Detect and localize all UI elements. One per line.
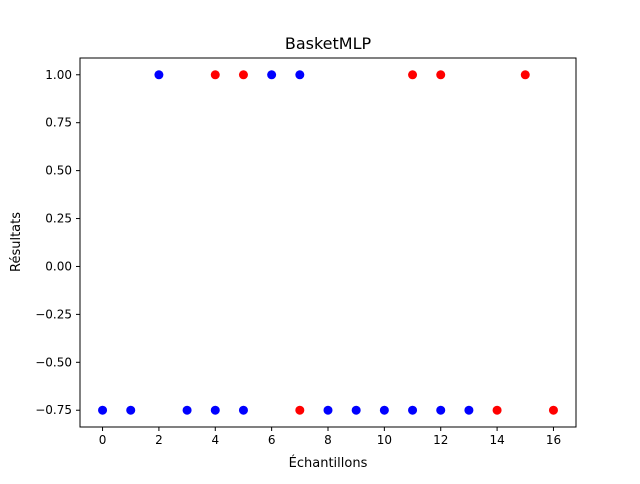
x-tick-label: 8 [324,433,332,447]
x-tick-label: 12 [433,433,448,447]
data-point-blue [267,70,277,80]
y-tick-label: −0.75 [35,403,72,417]
data-point-red [408,70,418,80]
plot-area-frame [79,57,577,428]
y-tick-label: 1.00 [45,68,72,82]
chart-title: BasketMLP [285,34,372,53]
data-point-blue [323,405,333,415]
data-point-blue [210,405,220,415]
data-point-blue [182,405,192,415]
data-point-blue [379,405,389,415]
data-points [98,70,558,415]
data-point-red [210,70,220,80]
data-point-blue [126,405,136,415]
data-point-blue [98,405,108,415]
x-tick-label: 4 [211,433,219,447]
data-point-red [238,70,248,80]
data-point-red [436,70,446,80]
data-point-blue [464,405,474,415]
y-tick-label: −0.50 [35,355,72,369]
x-tick-label: 6 [268,433,276,447]
y-tick-label: −0.25 [35,307,72,321]
data-point-red [548,405,558,415]
x-axis-label: Échantillons [289,455,368,471]
y-tick-label: 0.50 [45,164,72,178]
x-tick-label: 0 [99,433,107,447]
x-tick-label: 16 [546,433,561,447]
data-point-blue [351,405,361,415]
x-tick-label: 14 [489,433,504,447]
y-tick-label: 0.00 [45,259,72,273]
data-point-blue [436,405,446,415]
data-point-blue [238,405,248,415]
x-tick-label: 2 [155,433,163,447]
data-point-blue [408,405,418,415]
data-point-red [492,405,502,415]
x-tick-label: 10 [377,433,392,447]
axis-ticks: 0 2 4 6 8 10 12 14 16 1.00 0.75 0.50 0.25 0.00 −0.25 −0… [35,68,561,447]
data-point-red [295,405,305,415]
data-point-blue [295,70,305,80]
y-tick-label: 0.75 [45,116,72,130]
y-tick-label: 0.25 [45,212,72,226]
data-point-red [520,70,530,80]
y-axis-label: Résultats [9,212,24,272]
data-point-blue [154,70,164,80]
